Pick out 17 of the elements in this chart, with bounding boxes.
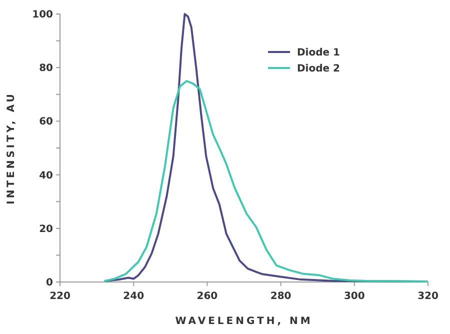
x-tick-label: 280 [270, 291, 292, 302]
x-tick-label: 240 [123, 291, 144, 302]
x-tick-label: 260 [196, 291, 218, 302]
y-tick-label: 20 [39, 224, 54, 235]
x-tick-label: 320 [418, 291, 438, 302]
y-tick-label: 0 [46, 278, 54, 288]
line-series [103, 80, 429, 282]
y-tick-label: 40 [39, 170, 54, 182]
y-tick-label: 100 [32, 10, 54, 20]
x-tick-label: 220 [50, 291, 70, 302]
y-axis-title: INTENSITY, AU [6, 92, 17, 204]
y-tick-label: 60 [39, 116, 54, 128]
legend-label: Diode 1 [297, 48, 340, 58]
y-tick-label: 80 [39, 63, 54, 74]
x-axis-title: WAVELENGTH, NM [175, 316, 313, 327]
x-tick-label: 300 [344, 291, 365, 302]
legend-label: Diode 2 [297, 64, 340, 74]
